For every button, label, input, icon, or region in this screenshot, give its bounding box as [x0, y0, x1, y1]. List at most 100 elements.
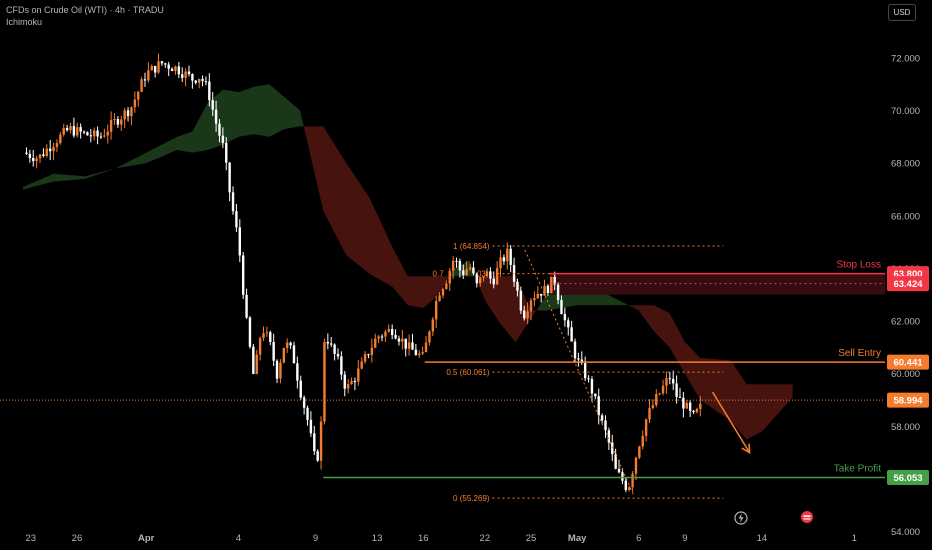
candle-bullish — [448, 270, 451, 284]
x-axis[interactable]: 23 26 Apr 4 9 13 16 22 25 May 6 9 14 1 — [25, 533, 856, 544]
candle-bullish — [407, 342, 411, 349]
candle-bullish — [648, 408, 651, 420]
candle-bearish — [336, 353, 340, 357]
candle-bearish — [390, 328, 394, 336]
candle-bearish — [678, 396, 682, 398]
candle-bullish — [374, 338, 377, 348]
candle-bearish — [316, 451, 319, 461]
candle-bullish — [140, 79, 143, 92]
candle-bullish — [424, 342, 428, 353]
candle-bullish — [323, 341, 326, 422]
candle-bearish — [577, 358, 580, 360]
candle-bullish — [638, 446, 641, 458]
candle-bearish — [353, 381, 357, 383]
candle-bearish — [397, 338, 401, 342]
candle-bearish — [600, 415, 604, 421]
candle-bearish — [455, 260, 458, 262]
candle-bullish — [370, 347, 374, 355]
candle-bullish — [434, 300, 438, 320]
candle-bearish — [181, 74, 184, 78]
candle-bearish — [614, 454, 617, 469]
candle-bearish — [275, 360, 279, 379]
x-tick-label: 6 — [636, 533, 641, 544]
candle-bearish — [675, 383, 678, 397]
x-tick-label: 14 — [757, 533, 768, 544]
candle-bearish — [580, 359, 583, 363]
candle-bearish — [573, 341, 577, 359]
candle-bearish — [688, 402, 692, 411]
candle-bearish — [187, 71, 191, 75]
candle-bearish — [458, 260, 462, 271]
candle-bullish — [655, 394, 658, 406]
candle-bearish — [201, 78, 204, 82]
candle-bearish — [333, 344, 336, 354]
candle-bearish — [553, 276, 556, 285]
candle-bullish — [533, 298, 536, 301]
candle-bearish — [668, 378, 672, 380]
candle-bullish — [45, 148, 48, 156]
candle-bullish — [106, 131, 109, 136]
indicator-label: Ichimoku — [6, 17, 43, 27]
candle-bullish — [644, 419, 648, 436]
candle-bullish — [92, 130, 96, 137]
trade-zones — [549, 273, 885, 295]
candle-bearish — [583, 362, 587, 379]
candle-bullish — [255, 354, 258, 374]
candle-bullish — [543, 285, 546, 296]
candle-bearish — [563, 314, 567, 321]
candle-bearish — [299, 380, 302, 398]
fib-level-label: 0.5 (60.061) — [446, 368, 489, 377]
candle-bearish — [164, 63, 167, 65]
candle-bearish — [302, 397, 306, 408]
candle-bearish — [86, 132, 89, 136]
candle-bullish — [265, 332, 269, 334]
candle-bearish — [211, 100, 214, 110]
candle-bearish — [248, 317, 252, 347]
candle-bullish — [631, 473, 634, 488]
candle-bearish — [42, 154, 45, 156]
candle-bearish — [343, 374, 346, 389]
candle-bearish — [394, 335, 397, 339]
candle-bearish — [25, 152, 28, 154]
candle-bearish — [204, 81, 208, 83]
candle-bearish — [231, 192, 235, 212]
candle-bullish — [428, 331, 431, 343]
price-tag-label: 60.441 — [893, 358, 923, 369]
candle-bullish — [658, 393, 661, 395]
x-tick-label: 26 — [72, 533, 83, 544]
candle-bullish — [319, 421, 323, 461]
candle-bullish — [357, 368, 360, 382]
candle-bullish — [695, 408, 699, 413]
flag-event-icon[interactable] — [801, 511, 813, 523]
candle-bearish — [587, 378, 590, 380]
candle-bullish — [279, 362, 282, 379]
candle-bearish — [214, 109, 218, 124]
cloud-bearish — [477, 276, 539, 343]
lightning-icon[interactable] — [734, 511, 748, 525]
candle-bearish — [32, 157, 35, 162]
fib-level-label: 0 (55.269) — [453, 494, 490, 503]
candle-bearish — [99, 136, 103, 138]
candle-bearish — [472, 267, 475, 274]
candle-bullish — [130, 107, 133, 117]
price-tag-label: 56.053 — [893, 473, 922, 484]
candle-bullish — [441, 288, 445, 296]
candle-bullish — [495, 268, 499, 285]
fib-level-label: 03) — [477, 270, 489, 279]
candle-bearish — [590, 379, 594, 394]
candle-bullish — [360, 361, 363, 369]
price-tag-box — [887, 392, 929, 408]
candle-bullish — [157, 61, 160, 73]
currency-button[interactable]: USD — [888, 4, 916, 21]
candle-bearish — [411, 342, 414, 350]
candle-bearish — [143, 79, 147, 81]
candle-bearish — [48, 148, 52, 152]
price-tag-box — [887, 276, 929, 292]
candle-bearish — [194, 80, 197, 83]
candle-bullish — [431, 319, 435, 332]
candle-bearish — [241, 255, 245, 295]
x-tick-label: 1 — [852, 533, 857, 544]
candle-bearish — [170, 68, 174, 72]
candle-bearish — [238, 227, 241, 256]
